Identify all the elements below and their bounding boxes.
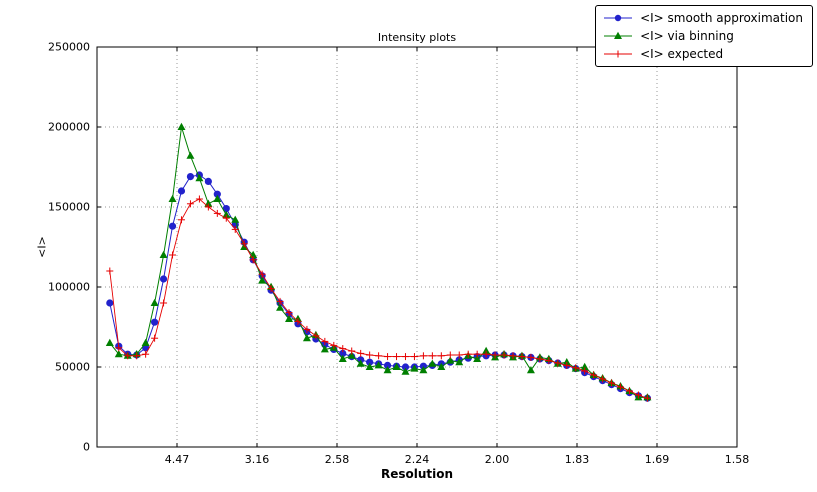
svg-text:2.00: 2.00: [485, 453, 510, 466]
y-tick-labels: 0 50000 100000 150000 200000 250000: [48, 41, 90, 454]
legend: <I> smooth approximation <I> via binning <…: [595, 5, 813, 67]
svg-text:250000: 250000: [48, 41, 90, 54]
legend-item: <I> smooth approximation: [602, 10, 803, 26]
x-tick-labels: 4.47 3.16 2.58 2.24 2.00 1.83 1.69 1.58: [165, 453, 750, 466]
svg-text:0: 0: [83, 441, 90, 454]
legend-marker-circle-icon: [604, 14, 633, 22]
y-axis-label: <I>: [35, 236, 49, 258]
svg-text:1.58: 1.58: [725, 453, 750, 466]
svg-text:4.47: 4.47: [165, 453, 190, 466]
svg-text:2.24: 2.24: [405, 453, 430, 466]
svg-text:1.83: 1.83: [565, 453, 590, 466]
legend-marker-triangle-icon: [604, 31, 633, 39]
legend-item-label: <I> expected: [640, 47, 724, 61]
legend-item: <I> via binning: [602, 28, 803, 44]
svg-text:1.69: 1.69: [645, 453, 670, 466]
svg-text:50000: 50000: [55, 361, 90, 374]
svg-text:2.58: 2.58: [325, 453, 350, 466]
legend-item-label: <I> via binning: [640, 29, 734, 43]
svg-text:150000: 150000: [48, 201, 90, 214]
x-axis-label: Resolution: [380, 467, 454, 481]
chart-title: Intensity plots: [377, 31, 457, 44]
svg-text:3.16: 3.16: [245, 453, 270, 466]
svg-text:100000: 100000: [48, 281, 90, 294]
grid-lines: [97, 46, 738, 447]
legend-item: <I> expected: [602, 46, 803, 62]
svg-text:200000: 200000: [48, 121, 90, 134]
legend-marker-plus-icon: [604, 50, 633, 58]
legend-item-label: <I> smooth approximation: [640, 11, 803, 25]
series-expected: [106, 195, 651, 402]
